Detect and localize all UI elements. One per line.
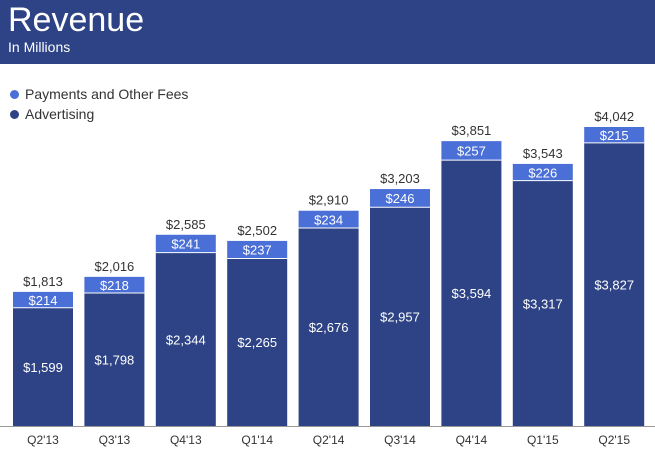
data-label-payments: $257 xyxy=(457,144,486,159)
data-label-advertising: $2,344 xyxy=(166,332,206,347)
data-label-advertising: $3,827 xyxy=(594,277,634,292)
data-label-payments: $214 xyxy=(29,293,58,308)
data-label-advertising: $2,265 xyxy=(237,335,277,350)
data-label-total: $2,910 xyxy=(309,193,349,208)
bar-advertising xyxy=(370,207,430,426)
bar-advertising xyxy=(227,258,288,426)
data-label-advertising: $2,676 xyxy=(309,320,349,335)
bar-payments xyxy=(13,291,73,308)
bar-payments xyxy=(155,234,216,253)
data-label-advertising: $3,317 xyxy=(523,296,563,311)
x-tick-label: Q3'13 xyxy=(99,433,131,447)
bar-advertising xyxy=(441,160,502,427)
data-label-total: $3,203 xyxy=(380,171,420,186)
bar-payments xyxy=(584,127,645,143)
chart-title: Revenue xyxy=(8,1,145,39)
data-label-total: $4,042 xyxy=(594,109,634,124)
data-label-payments: $237 xyxy=(243,243,272,258)
bar-payments xyxy=(84,276,145,293)
data-label-advertising: $1,599 xyxy=(23,360,63,375)
bar-payments xyxy=(370,189,430,208)
bar-advertising xyxy=(13,307,73,426)
data-label-payments: $218 xyxy=(100,278,129,293)
x-tick-label: Q3'14 xyxy=(384,433,416,447)
data-label-total: $3,543 xyxy=(523,146,563,161)
bar-payments xyxy=(227,240,288,259)
chart-subtitle: In Millions xyxy=(8,39,71,55)
x-tick-label: Q1'15 xyxy=(527,433,559,447)
bar-advertising xyxy=(584,142,645,427)
legend-swatch-advertising xyxy=(10,109,19,119)
data-label-total: $2,502 xyxy=(237,223,277,238)
legend: Payments and Other Fees Advertising xyxy=(10,84,188,124)
bar-advertising xyxy=(155,252,216,426)
data-label-payments: $246 xyxy=(386,191,415,206)
x-tick-label: Q1'14 xyxy=(241,433,273,447)
data-label-advertising: $1,798 xyxy=(95,352,135,367)
bar-advertising xyxy=(298,228,359,426)
legend-label-payments: Payments and Other Fees xyxy=(25,86,189,102)
data-label-advertising: $2,957 xyxy=(380,310,420,325)
data-label-payments: $215 xyxy=(600,128,629,143)
data-label-advertising: $3,594 xyxy=(452,286,492,301)
data-label-total: $3,851 xyxy=(452,123,492,138)
data-label-payments: $234 xyxy=(314,212,343,227)
data-label-total: $2,585 xyxy=(166,217,206,232)
legend-swatch-payments xyxy=(10,89,19,99)
legend-label-advertising: Advertising xyxy=(25,106,95,122)
legend-item-advertising: Advertising xyxy=(10,104,188,124)
bar-payments xyxy=(512,163,573,181)
x-tick-label: Q2'13 xyxy=(27,433,59,447)
bar-payments xyxy=(441,141,502,161)
data-label-payments: $226 xyxy=(528,165,557,180)
x-tick-label: Q2'14 xyxy=(313,433,345,447)
x-tick-label: Q2'15 xyxy=(598,433,630,447)
chart-header: Revenue In Millions xyxy=(0,0,655,64)
data-label-total: $1,813 xyxy=(23,274,63,289)
bar-advertising xyxy=(512,180,573,426)
bar-payments xyxy=(298,210,359,229)
bar-advertising xyxy=(84,292,145,426)
x-tick-label: Q4'14 xyxy=(456,433,488,447)
data-label-payments: $241 xyxy=(171,237,200,252)
data-label-total: $2,016 xyxy=(95,259,135,274)
x-tick-label: Q4'13 xyxy=(170,433,202,447)
legend-item-payments: Payments and Other Fees xyxy=(10,84,188,104)
